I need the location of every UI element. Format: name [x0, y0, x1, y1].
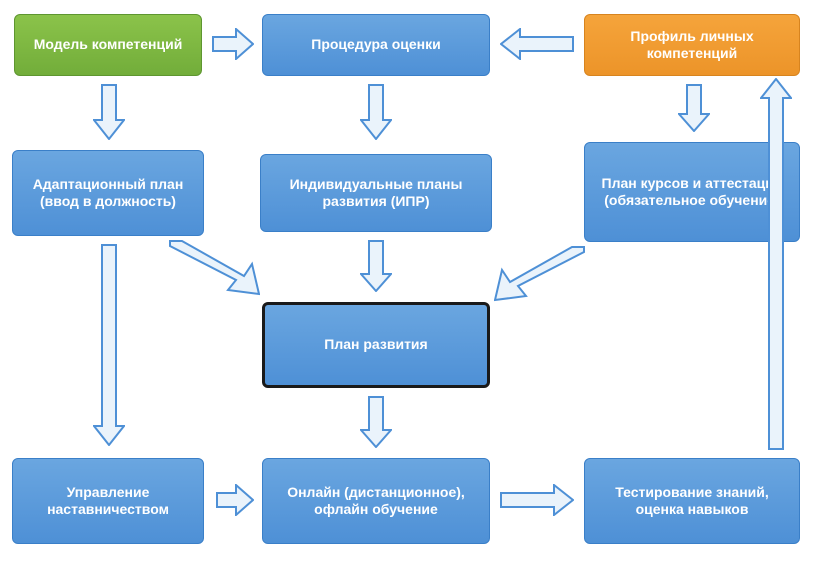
arrow-diagonal-icon [164, 240, 260, 298]
arrow-down-icon [360, 396, 392, 448]
node-online-offline-learning: Онлайн (дистанционное), офлайн обучение [262, 458, 490, 544]
arrow-right-icon [500, 484, 574, 516]
node-development-plan: План развития [262, 302, 490, 388]
node-competency-model: Модель компетенций [14, 14, 202, 76]
node-individual-dev-plans: Индивидуальные планы развития (ИПР) [260, 154, 492, 232]
arrow-down-icon [678, 84, 710, 132]
node-mentoring-management: Управление наставничеством [12, 458, 204, 544]
arrow-down-icon [93, 84, 125, 140]
node-knowledge-testing: Тестирование знаний, оценка навыков [584, 458, 800, 544]
arrow-down-icon [360, 240, 392, 292]
arrow-left-icon [500, 28, 574, 60]
node-adaptation-plan: Адаптационный план (ввод в должность) [12, 150, 204, 236]
arrow-right-icon [216, 484, 254, 516]
node-assessment-procedure: Процедура оценки [262, 14, 490, 76]
arrow-diagonal-icon [494, 246, 590, 304]
node-competency-profile: Профиль личных компетенций [584, 14, 800, 76]
arrow-up-icon [760, 78, 792, 450]
arrow-down-icon [93, 244, 125, 446]
arrow-right-icon [212, 28, 254, 60]
arrow-down-icon [360, 84, 392, 140]
